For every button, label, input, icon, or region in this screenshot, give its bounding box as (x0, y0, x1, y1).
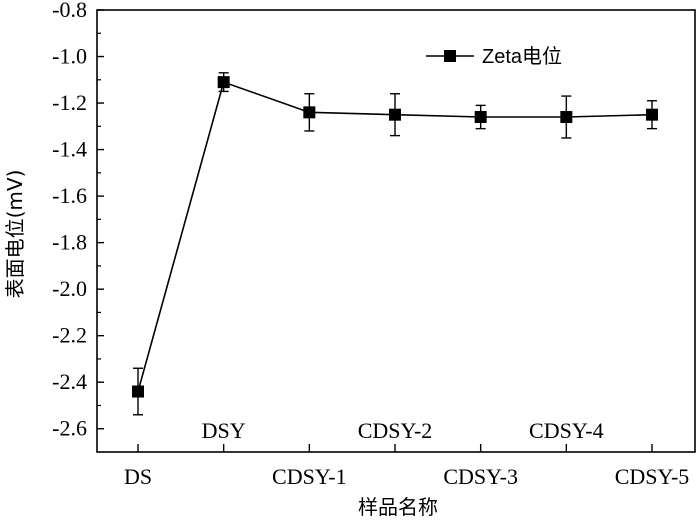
y-tick-label: -2.4 (52, 369, 87, 394)
x-tick-label: DS (124, 464, 152, 489)
y-tick-label: -2.6 (52, 416, 87, 441)
y-tick-label: -1.4 (52, 137, 87, 162)
y-tick-label: -0.8 (52, 0, 87, 22)
legend-label: Zeta电位 (482, 45, 562, 68)
data-point (646, 108, 658, 121)
x-tick-label: CDSY-1 (272, 464, 347, 489)
data-point (132, 385, 144, 398)
x-axis-ticks: DS DSY CDSY-1 CDSY-2 CDSY-3 CDSY-4 CDSY-5 (124, 418, 689, 489)
data-point (217, 76, 230, 89)
data-point (560, 111, 573, 124)
y-axis-ticks: -0.8 -1.0 -1.2 -1.4 -1.6 -1.8 -2.0 -2.2 -2.4 -2.6 (52, 0, 104, 441)
x-axis-title: 样品名称 (358, 495, 438, 519)
y-axis-title: 表面电位(mV) (3, 170, 27, 299)
data-point (303, 106, 316, 119)
y-tick-label: -1.6 (52, 183, 87, 208)
legend-marker (444, 50, 456, 62)
series-layer (132, 72, 658, 416)
data-point (474, 111, 487, 124)
x-tick-label: CDSY-5 (615, 464, 690, 489)
y-tick-label: -2.0 (52, 276, 87, 301)
plot-frame (96, 9, 696, 453)
x-tick-label: CDSY-2 (358, 418, 433, 443)
y-tick-label: -1.8 (52, 230, 87, 255)
y-tick-label: -1.0 (52, 44, 87, 69)
y-tick-label: -1.2 (52, 90, 87, 115)
axes-frame (96, 9, 696, 453)
data-point (389, 108, 401, 121)
x-tick-label: CDSY-3 (443, 464, 518, 489)
legend: Zeta电位 (426, 45, 562, 68)
x-tick-label: CDSY-4 (529, 418, 604, 443)
y-tick-label: -2.2 (52, 323, 87, 348)
x-tick-label: DSY (202, 418, 246, 443)
